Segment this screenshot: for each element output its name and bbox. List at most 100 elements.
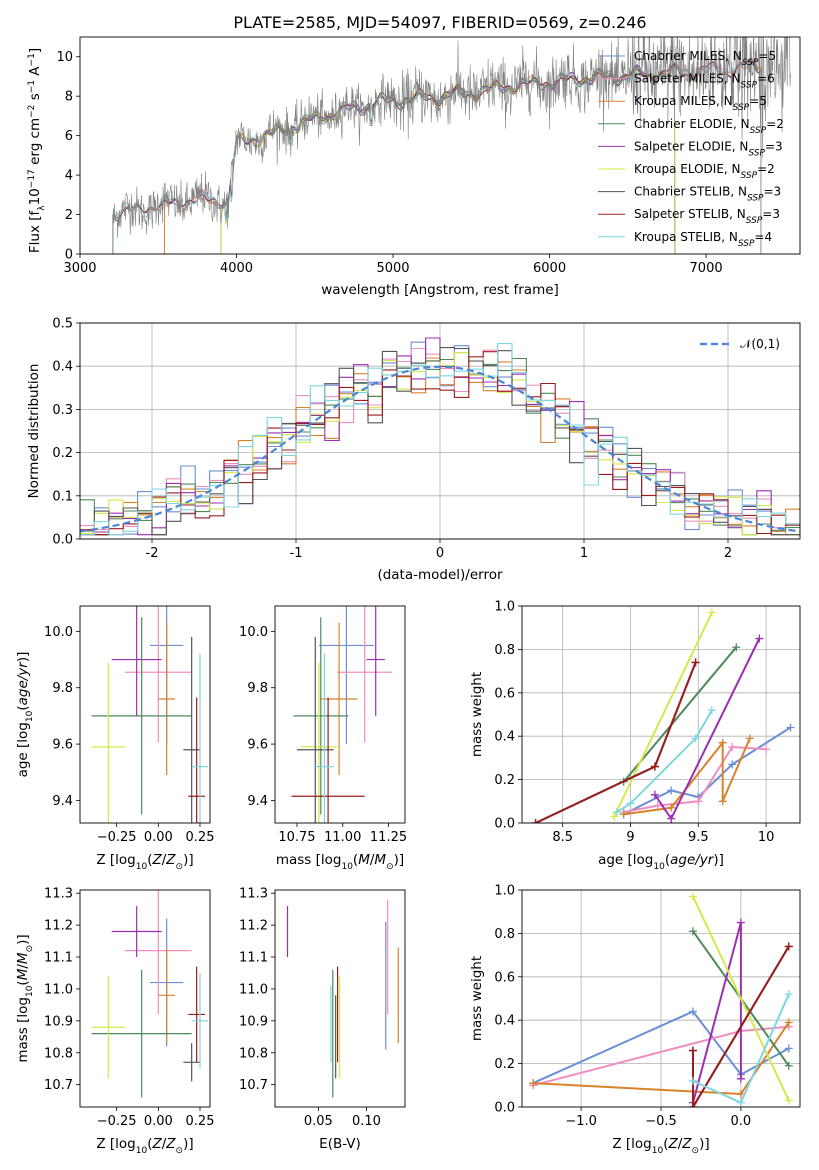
weight-marker-0-3: [728, 760, 737, 769]
y-tick-label: 6: [65, 129, 73, 144]
histogram-8: [80, 343, 800, 536]
y-tick-label: 0.0: [494, 1101, 515, 1116]
weight-marker-2-1: [736, 1089, 745, 1098]
x-tick-label: 0.00: [144, 830, 173, 845]
legend: Chabrier MILES, NSSP=5 Salpeter MILES, NS…: [598, 49, 784, 249]
weight-marker-3-1: [784, 1061, 793, 1070]
y-tick-label: 0.8: [494, 927, 515, 942]
y-tick-label: 0.0: [52, 533, 73, 548]
errorbar-3: [91, 969, 192, 1098]
plot-area-age_vs_mass: [291, 606, 393, 823]
x-tick-label: -1: [290, 546, 303, 561]
errorbar-5: [91, 662, 125, 823]
y-axis-label: Flux [fλ10−17 erg cm−2 s−1 A−1]: [27, 48, 47, 253]
x-tick-label: −0.25: [97, 1114, 137, 1129]
axes-frame-residuals: [79, 322, 801, 540]
y-tick-label: 9.4: [52, 794, 73, 809]
legend-label-normal: 𝒩(0,1): [740, 337, 780, 351]
y-tick-label: 11.0: [44, 982, 73, 997]
chart-title: PLATE=2585, MJD=54097, FIBERID=0569, z=0…: [233, 13, 646, 32]
data-spectrum-line: [112, 37, 791, 254]
x-tick-label: 5000: [376, 261, 409, 276]
weight-marker-0-3: [784, 1044, 793, 1053]
x-tick-label: 1: [580, 546, 588, 561]
weight-marker-7-2: [691, 658, 700, 667]
weight-marker-8-0: [688, 1076, 697, 1085]
panel-mass_vs_ebv: 0.05 0.10 10.7 10.8 10.9 11.0 11.1 11.2 11.3 E(B-…: [239, 887, 406, 1152]
x-tick-label: 11.00: [324, 830, 361, 845]
y-tick-label: 1.0: [494, 600, 515, 615]
weight-marker-4-2: [736, 1074, 745, 1083]
y-tick-label: 9.8: [52, 681, 73, 696]
y-tick-label: 10.0: [44, 625, 73, 640]
x-tick-label: 7000: [690, 261, 723, 276]
errorbar-1: [337, 606, 393, 743]
x-axis-label: wavelength [Angstrom, rest frame]: [321, 282, 559, 298]
plot-area-weight_vs_age: [531, 608, 795, 823]
plot-area-spectrum: [112, 37, 791, 254]
weight-line-5: [692, 896, 790, 1101]
y-tick-label: 1.0: [494, 884, 515, 899]
x-tick-label: 6000: [533, 261, 566, 276]
errorbar-0: [318, 606, 374, 745]
y-tick-label: 0: [65, 248, 73, 263]
x-tick-label: 0.25: [186, 1114, 215, 1129]
errorbar-2: [158, 947, 175, 1044]
panel-age_vs_Z: −0.25 0.00 0.25 9.4 9.6 9.8 10.0 Z [log10(Z/Z⊙)…: [15, 605, 214, 872]
weight-marker-4-1: [736, 918, 745, 927]
x-tick-label: −1.0: [565, 1114, 597, 1129]
y-tick-label: 0.4: [52, 360, 73, 375]
y-tick-label: 8: [65, 90, 73, 105]
errorbar-2: [320, 622, 358, 776]
y-tick-label: 0.2: [494, 1057, 515, 1072]
errorbar-7: [188, 966, 205, 1063]
y-tick-label: 10.9: [44, 1014, 73, 1029]
y-axis-label: mass weight: [469, 672, 485, 757]
x-tick-label: 8.5: [552, 830, 573, 845]
weight-marker-2-2: [718, 738, 727, 747]
axes-frame-weight_vs_Z: [521, 889, 801, 1108]
panel-weight_vs_age: 8.5 9 9.5 10 0.0 0.2 0.4 0.6 0.8 1.0 age [log10(ag…: [469, 600, 801, 872]
legend-label-7: Salpeter STELIB, NSSP=3: [634, 207, 780, 226]
weight-marker-2-4: [745, 734, 754, 743]
panel-spectrum: 3000 4000 5000 6000 7000 0 2 4 6 8 10 PLATE=2585, M…: [27, 13, 801, 298]
x-axis-label: E(B-V): [319, 1136, 361, 1152]
errorbar-5: [91, 976, 125, 1079]
legend-label-4: Salpeter ELODIE, NSSP=3: [634, 139, 783, 158]
weight-marker-8-2: [784, 990, 793, 999]
y-tick-label: 10: [56, 50, 73, 65]
x-tick-label: 4000: [220, 261, 253, 276]
errorbar-3: [293, 617, 349, 815]
y-tick-label: 4: [65, 169, 73, 184]
weight-marker-5-1: [784, 1096, 793, 1105]
y-axis-label: age [log10(age/yr)]: [15, 652, 35, 778]
weight-line-6: [535, 662, 697, 823]
weight-marker-7-0: [688, 1046, 697, 1055]
x-tick-label: 10: [758, 830, 775, 845]
x-tick-label: 11.25: [370, 830, 407, 845]
legend-label-0: Chabrier MILES, NSSP=5: [634, 49, 776, 68]
weight-marker-2-1: [667, 803, 676, 812]
y-tick-label: 0.4: [494, 730, 515, 745]
errorbar-6: [296, 637, 334, 823]
x-tick-label: 0.0: [731, 1114, 752, 1129]
errorbar-8: [191, 653, 209, 823]
x-tick-label: 9: [626, 830, 634, 845]
x-tick-label: 0.00: [144, 1114, 173, 1129]
plot-area-mass_vs_Z: [91, 890, 209, 1098]
y-tick-label: 10.8: [239, 1046, 268, 1061]
y-tick-label: 9.6: [247, 738, 268, 753]
plot-area-age_vs_Z: [91, 606, 209, 823]
y-tick-label: 9.4: [247, 794, 268, 809]
legend-label-6: Chabrier STELIB, NSSP=3: [634, 185, 781, 204]
y-tick-label: 9.6: [52, 738, 73, 753]
errorbar-7: [291, 697, 365, 823]
legend-label-2: Kroupa MILES, NSSP=5: [634, 94, 767, 113]
errorbar-8: [191, 972, 209, 1069]
weight-marker-2-2: [784, 1018, 793, 1027]
y-tick-label: 9.8: [247, 681, 268, 696]
x-axis-label: Z [log10(Z/Z⊙)]: [612, 1136, 709, 1156]
errorbar-4: [366, 606, 385, 716]
x-axis-label: mass [log10(M/M⊙)]: [276, 852, 404, 872]
